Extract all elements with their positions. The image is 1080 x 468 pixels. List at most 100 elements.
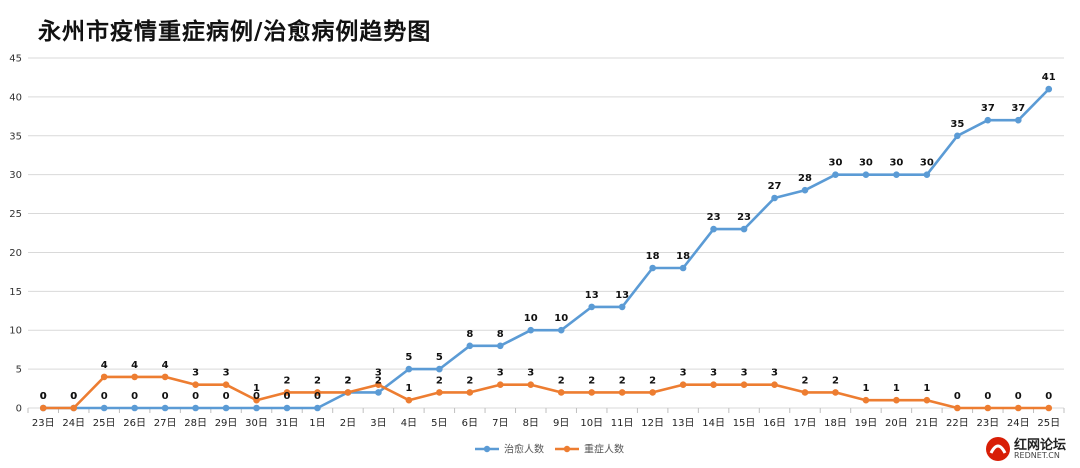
watermark-name: 红网论坛 [1014,438,1067,453]
data-label-severe: 2 [649,375,656,386]
data-point-recovered [527,326,535,334]
data-label-recovered: 10 [554,313,568,324]
data-point-recovered [832,171,839,178]
data-point-severe [801,389,809,396]
data-label-severe: 2 [466,375,473,386]
data-label-recovered: 0 [314,391,321,402]
data-point-severe [618,389,626,396]
data-label-severe: 2 [436,375,443,386]
rednet-logo-icon [986,437,1010,461]
x-tick-label: 12日 [641,418,664,429]
data-label-severe: 2 [558,375,565,386]
data-label-severe: 1 [893,383,900,394]
data-label-severe: 1 [253,383,260,394]
data-label-severe: 1 [923,383,930,394]
data-point-severe [192,381,199,388]
data-label-recovered: 30 [829,158,843,169]
rednet-watermark: 红网论坛 REDNET.CN [982,433,1074,465]
data-point-recovered [588,303,596,311]
x-tick-label: 4日 [401,418,417,429]
data-point-severe [496,381,504,388]
data-point-severe [740,381,748,388]
x-tick-label: 14日 [702,418,725,429]
data-label-recovered: 0 [284,391,291,402]
x-tick-label: 21日 [916,418,939,429]
data-label-severe: 3 [375,368,382,379]
data-point-recovered [862,171,870,178]
data-label-recovered: 0 [40,391,47,402]
data-point-severe [405,396,413,404]
data-label-recovered: 0 [253,391,260,402]
data-point-recovered [923,171,931,178]
x-tick-label: 18日 [824,418,847,429]
data-point-severe [527,381,535,388]
x-tick-label: 25日 [1037,418,1060,429]
data-point-severe [557,389,565,396]
x-tick-label: 13日 [672,418,695,429]
data-label-severe: 2 [588,375,595,386]
x-tick-label: 6日 [462,418,478,429]
data-point-recovered [893,171,900,178]
data-label-severe: 3 [192,368,199,379]
data-point-recovered [100,404,108,412]
data-label-severe: 2 [314,375,321,386]
data-label-recovered: 37 [981,103,995,114]
legend-item-recovered: 治愈人数 [475,443,544,456]
data-point-severe [862,396,870,404]
data-label-recovered: 28 [798,173,812,184]
data-label-severe: 0 [40,391,47,402]
data-label-recovered: 27 [768,181,782,192]
data-label-severe: 1 [862,383,869,394]
data-point-severe [954,404,961,412]
data-label-severe: 2 [284,375,291,386]
x-tick-label: 19日 [855,418,878,429]
data-point-severe [771,381,778,388]
data-point-recovered [161,404,169,412]
data-point-severe [893,396,900,404]
data-point-recovered [679,264,687,272]
data-point-recovered [131,404,138,412]
data-label-recovered: 0 [101,391,108,402]
data-point-severe [375,381,382,388]
x-tick-label: 10日 [580,418,603,429]
data-point-severe [100,373,108,381]
data-label-severe: 2 [802,375,809,386]
x-tick-label: 23日 [32,418,55,429]
data-point-recovered [192,404,199,412]
chart-title: 永州市疫情重症病例/治愈病例趋势图 [38,19,432,45]
x-tick-label: 31日 [276,418,299,429]
grid-layer [28,57,1064,409]
data-label-severe: 0 [1015,391,1022,402]
data-label-recovered: 30 [920,158,934,169]
x-tick-label: 5日 [431,418,447,429]
data-point-severe [1014,404,1022,412]
x-tick-label: 27日 [154,418,177,429]
data-point-severe [923,396,931,404]
x-tick-label: 17日 [794,418,817,429]
data-label-severe: 1 [405,383,412,394]
x-tick-label: 24日 [1007,418,1030,429]
data-label-recovered: 18 [676,251,690,262]
legend-swatch-marker [563,445,571,453]
data-label-recovered: 13 [585,290,599,301]
data-point-severe [314,389,321,396]
data-label-severe: 3 [741,368,748,379]
data-point-recovered [740,225,748,233]
data-label-recovered: 0 [162,391,169,402]
data-label-severe: 4 [131,360,138,371]
data-point-recovered [618,303,626,311]
data-point-severe [832,389,839,396]
x-tick-label: 1日 [309,418,325,429]
data-label-recovered: 30 [889,158,903,169]
data-label-severe: 0 [70,391,77,402]
legend: 治愈人数 重症人数 [475,443,624,456]
y-tick-label: 15 [9,287,22,298]
data-point-recovered [1014,116,1022,124]
x-tick-label: 11日 [611,418,634,429]
data-label-recovered: 0 [223,391,230,402]
data-label-severe: 3 [527,368,534,379]
data-label-recovered: 2 [375,375,382,386]
x-tick-label: 15日 [733,418,756,429]
x-tick-label: 9日 [553,418,569,429]
